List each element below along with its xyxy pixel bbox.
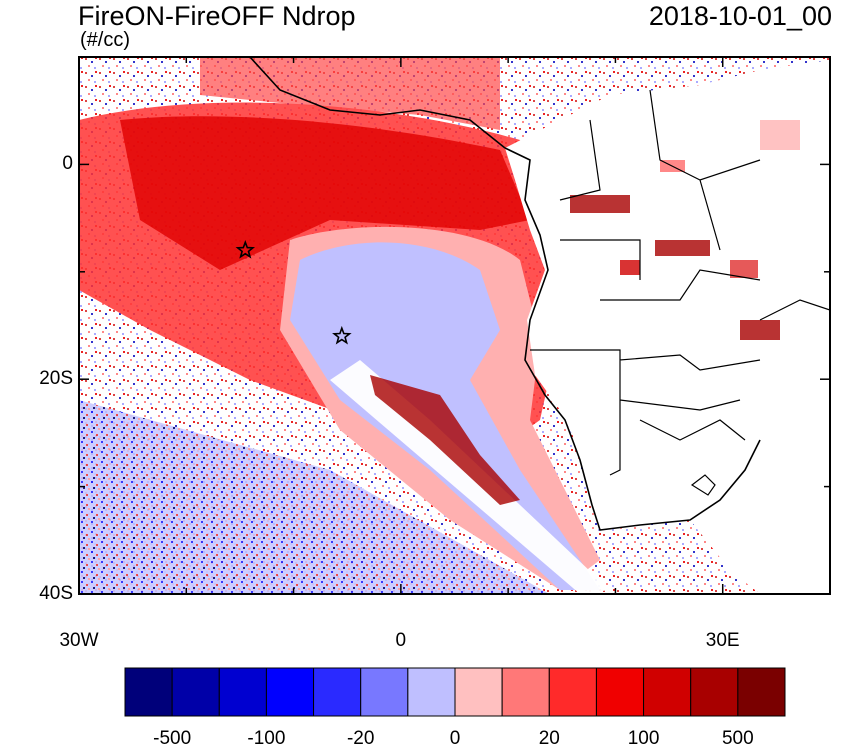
lat-label: 0 [62, 153, 73, 175]
lon-label: 30E [705, 630, 740, 651]
lake-border [759, 299, 830, 321]
colorbar-swatch [265, 667, 315, 717]
colorbar-label: 20 [538, 728, 560, 749]
lat-label: 20S [39, 368, 73, 390]
colorbar-swatch [407, 667, 456, 717]
colorbar-swatch [124, 667, 173, 717]
southern-mixed-band [79, 400, 550, 594]
colorbar-swatch [690, 667, 739, 717]
units-label: (#/cc) [80, 29, 130, 51]
axis-ticks [78, 56, 831, 595]
colorbar [124, 667, 786, 717]
map-frame [78, 56, 831, 595]
land-patch [620, 260, 640, 275]
site-markers [235, 240, 352, 345]
colorbar-label: -500 [153, 728, 192, 749]
colorbar-swatch [737, 667, 786, 717]
land-patch [730, 260, 758, 278]
colorbar-swatch [501, 667, 550, 717]
colorbar-swatch [313, 667, 362, 717]
data-field [79, 57, 830, 594]
colorbar-swatch [643, 667, 692, 717]
land-patch [655, 240, 710, 256]
land-patch [570, 195, 630, 213]
colorbar-swatch [454, 667, 503, 717]
lon-label: 0 [395, 630, 407, 651]
colorbar-swatch [171, 667, 220, 717]
colorbar-label: -100 [247, 728, 286, 749]
coastline-gulf [249, 57, 506, 149]
colorbar-label: 500 [721, 728, 754, 749]
colorbar-swatch [595, 667, 645, 717]
coastline-africa [504, 147, 761, 531]
star-marker-1 [235, 240, 256, 259]
colorbar-label: -20 [346, 728, 375, 749]
plume-core [120, 116, 530, 270]
land-patch [760, 120, 800, 150]
map-date: 2018-10-01_00 [648, 1, 832, 31]
colorbar-label: 0 [449, 728, 461, 749]
lat-label: 40S [39, 583, 73, 604]
country-borders [530, 89, 761, 476]
lesotho-border [690, 474, 716, 496]
colorbar-swatch [360, 667, 409, 717]
colorbar-swatch [548, 667, 597, 717]
map-title: FireON-FireOFF Ndrop [78, 1, 356, 31]
land-patch [740, 320, 780, 340]
colorbar-label: 100 [627, 728, 660, 749]
lon-label: 30W [59, 630, 99, 651]
dark-red-band [370, 375, 520, 505]
colorbar-swatch [218, 667, 267, 717]
star-marker-2 [332, 325, 352, 345]
